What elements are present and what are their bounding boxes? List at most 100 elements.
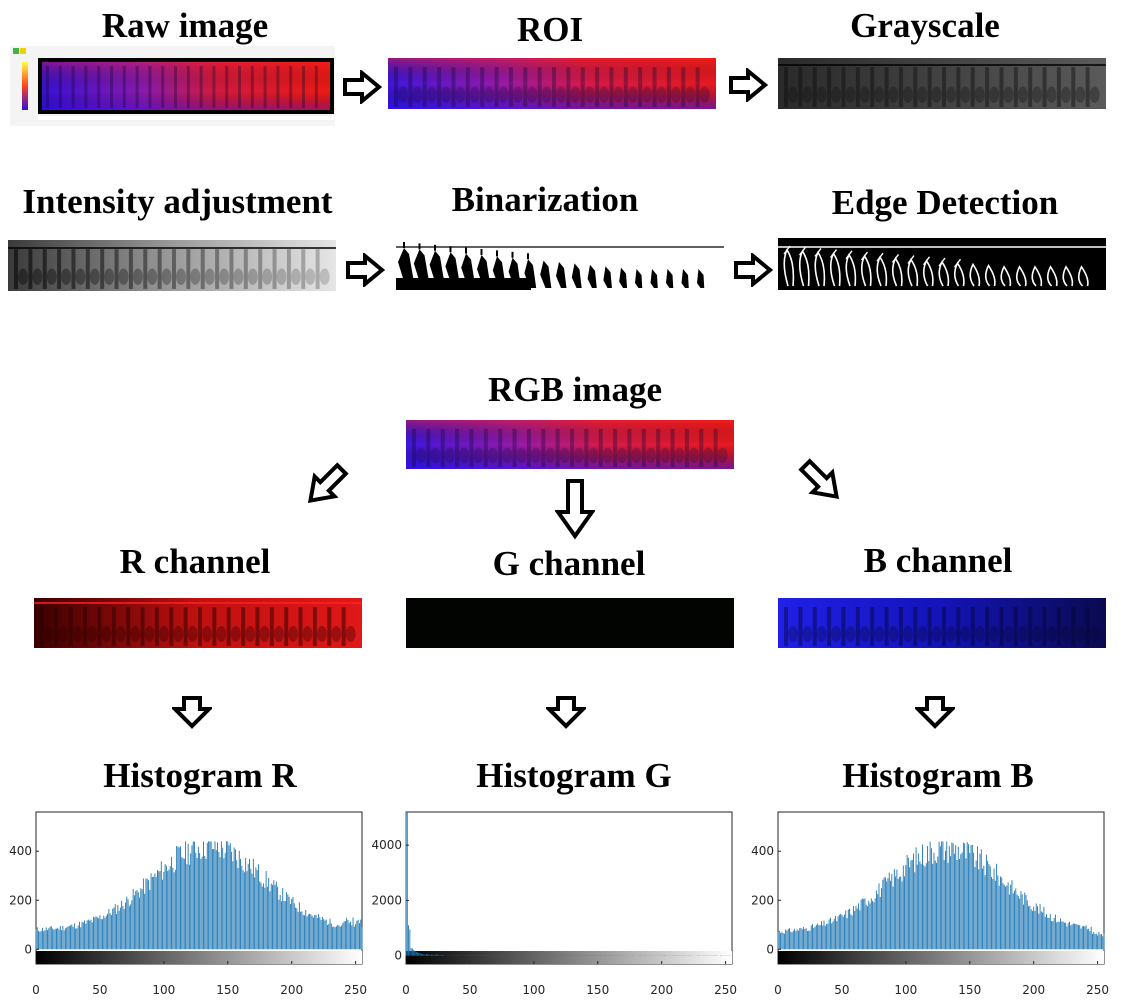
histogram-bar <box>221 841 222 949</box>
histogram-bar <box>873 902 874 949</box>
histogram-bar <box>1066 926 1067 949</box>
texture-stripe <box>441 429 445 467</box>
texture-blob <box>831 626 841 642</box>
texture-stripe <box>1043 67 1047 107</box>
histogram-bar <box>83 922 84 949</box>
histogram-bar <box>820 925 821 949</box>
histogram-bar <box>280 895 281 949</box>
histogram-bar <box>234 848 235 950</box>
texture-blob <box>802 626 812 642</box>
histogram-bar <box>951 842 952 949</box>
histogram-bar <box>183 858 184 949</box>
texture-stripe <box>276 66 279 108</box>
histogram-bar <box>78 925 79 949</box>
texture-blob <box>1032 626 1042 642</box>
texture-blob <box>219 269 229 285</box>
histogram-bar <box>875 898 876 949</box>
texture-stripe <box>1043 607 1047 646</box>
histogram-bar <box>147 879 148 950</box>
histogram-bar <box>1014 891 1015 950</box>
histogram-bar <box>921 864 922 949</box>
texture-stripe <box>313 607 317 646</box>
histogram-bar <box>267 887 268 949</box>
texture-blob <box>889 626 899 642</box>
histogram-bar <box>290 904 291 949</box>
texture-blob <box>932 87 942 103</box>
texture-blob <box>588 447 598 463</box>
histogram-bar <box>438 955 439 956</box>
histogram-bar <box>94 917 95 949</box>
texture-stripe <box>115 249 119 289</box>
histogram-bar <box>1078 925 1079 949</box>
histogram-bar <box>149 890 150 950</box>
texture-blob <box>1047 626 1057 642</box>
texture-stripe <box>956 607 960 646</box>
texture-stripe <box>327 607 331 646</box>
histogram-bar <box>1051 921 1052 949</box>
histogram-bar <box>806 928 807 949</box>
texture-blob <box>1032 87 1042 103</box>
histogram-bar <box>43 931 44 949</box>
arrow-down-right-icon <box>790 450 852 516</box>
histogram-bar <box>1027 900 1028 949</box>
texture-blob <box>802 87 812 103</box>
histogram-bar <box>252 874 253 950</box>
histogram-bar <box>310 914 311 949</box>
texture-stripe <box>971 607 975 646</box>
histogram-bar <box>41 931 42 949</box>
histogram-bar <box>941 841 942 949</box>
histogram-bar <box>408 925 409 955</box>
histogram-bar <box>946 841 947 949</box>
histogram-bar <box>436 955 437 956</box>
histogram-bar <box>175 870 176 949</box>
histogram-bar <box>974 867 975 949</box>
texture-stripe <box>484 429 488 467</box>
histogram-bar <box>257 870 258 949</box>
histogram-bar <box>223 858 224 949</box>
texture-blob <box>960 87 970 103</box>
histogram-bar <box>47 930 48 949</box>
texture-stripe <box>97 66 100 108</box>
histogram-bar <box>114 908 115 950</box>
histogram-bar <box>1042 912 1043 949</box>
histogram-bar <box>74 923 75 949</box>
histogram-bar <box>148 880 149 949</box>
texture-stripe <box>784 67 788 107</box>
histogram-bar <box>336 926 337 949</box>
x-tick-label: 250 <box>1086 983 1109 997</box>
histogram-bar <box>980 854 981 950</box>
histogram-bar <box>287 894 288 949</box>
histogram-bar <box>905 865 906 949</box>
texture-blob <box>689 447 699 463</box>
histogram-bar <box>82 922 83 950</box>
histogram-bar <box>50 927 51 949</box>
texture-blob <box>216 626 226 642</box>
histogram-bar <box>923 865 924 949</box>
histogram-bar <box>341 925 342 949</box>
texture-blob <box>116 626 126 642</box>
texture-stripe <box>212 66 215 108</box>
texture-blob <box>427 87 437 103</box>
histogram-bar <box>1096 934 1097 950</box>
histogram-bar <box>407 812 408 956</box>
title-r-channel: R channel <box>70 542 320 582</box>
histogram-bar <box>272 885 273 949</box>
histogram-bar <box>1060 918 1061 949</box>
texture-stripe <box>126 607 130 646</box>
histogram-bar <box>248 864 249 949</box>
histogram-bar <box>801 928 802 949</box>
histogram-bar <box>188 844 189 950</box>
texture-stripe <box>172 249 176 289</box>
histogram-bar <box>226 841 227 949</box>
histogram-bar <box>1095 934 1096 949</box>
histogram-bar <box>1084 927 1085 950</box>
histogram-bar <box>822 925 823 949</box>
texture-stripe <box>913 607 917 646</box>
histogram-bar <box>856 906 857 949</box>
histogram-bar <box>781 932 782 949</box>
histogram-bar <box>926 863 927 949</box>
texture-stripe <box>913 67 917 107</box>
histogram-bar <box>60 926 61 949</box>
histogram-bar <box>264 888 265 950</box>
histogram-bar <box>131 900 132 949</box>
